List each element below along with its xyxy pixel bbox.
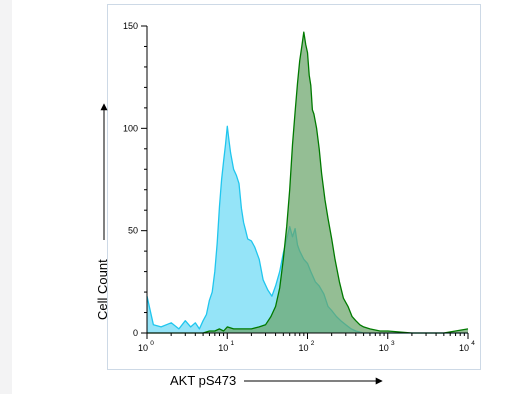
x-tick-label-base: 10 — [379, 343, 389, 353]
series-1-area — [147, 126, 468, 333]
y-tick-label: 100 — [123, 123, 138, 133]
x-tick-label-base: 10 — [218, 343, 228, 353]
x-tick-label-exponent: 3 — [391, 340, 395, 347]
x-tick-label-exponent: 4 — [471, 340, 475, 347]
y-tick-label: 0 — [133, 328, 138, 338]
x-tick-label-exponent: 2 — [311, 340, 315, 347]
y-tick-label: 50 — [128, 226, 138, 236]
x-tick-label-base: 10 — [138, 343, 148, 353]
titles-layer: AKT pS473 Cell Count — [95, 103, 383, 388]
figure-panel: 0 50 100 150 10 0 10 1 10 2 10 3 10 4 AKT pS473 Cell … — [12, 0, 531, 394]
x-tick-label-base: 10 — [459, 343, 469, 353]
x-axis-title: AKT pS473 — [170, 373, 236, 388]
series-layer — [146, 31, 469, 334]
y-axis-title: Cell Count — [95, 259, 110, 320]
series-2-area — [147, 32, 468, 333]
x-tick-label-exponent: 1 — [230, 340, 234, 347]
series-2-line — [147, 31, 469, 334]
x-tick-label-exponent: 0 — [150, 340, 154, 347]
y-tick-label: 150 — [123, 21, 138, 31]
x-tick-label-base: 10 — [298, 343, 308, 353]
